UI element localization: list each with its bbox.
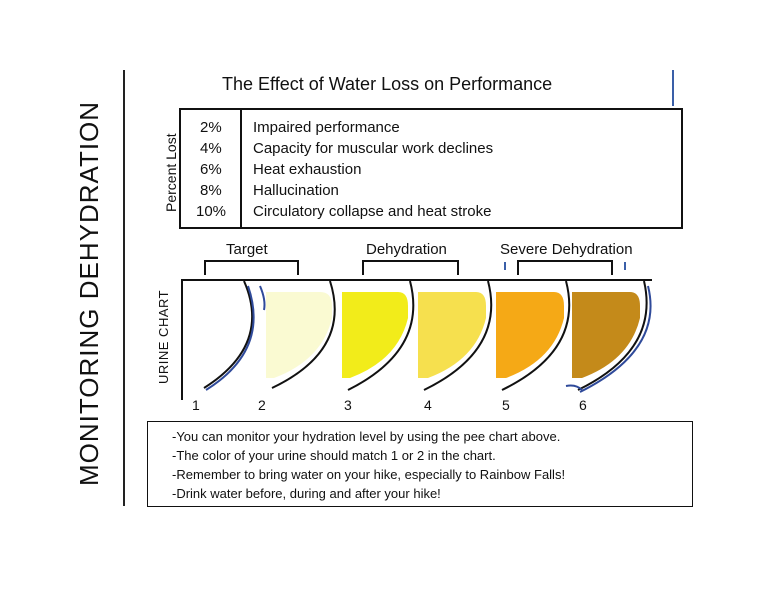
target-bracket xyxy=(204,260,299,275)
cup-shadows xyxy=(205,285,652,393)
top-right-accent-line xyxy=(672,70,674,106)
percent-cell: 8% xyxy=(200,182,222,199)
dehydration-label: Dehydration xyxy=(366,241,447,258)
percent-cell: 6% xyxy=(200,161,222,178)
water-loss-table xyxy=(179,108,683,229)
percent-cell: 4% xyxy=(200,140,222,157)
note-line: -Remember to bring water on your hike, e… xyxy=(172,467,566,482)
effect-cell: Capacity for muscular work declines xyxy=(253,140,494,157)
notes-box xyxy=(147,421,693,507)
note-line: -The color of your urine should match 1 … xyxy=(172,448,496,463)
urine-chart-label: URINE CHART xyxy=(156,289,171,384)
dehydration-bracket xyxy=(362,260,459,275)
percent-cell: 10% xyxy=(196,203,227,220)
effect-cell: Hallucination xyxy=(253,182,339,199)
swatch-2-fill xyxy=(266,292,332,378)
target-label: Target xyxy=(226,241,268,258)
cup-edges xyxy=(203,280,648,391)
swatch-3-fill xyxy=(342,292,408,378)
swatch-number: 4 xyxy=(424,397,432,413)
swatch-5-fill xyxy=(496,292,564,378)
swatch-4-fill xyxy=(418,292,486,378)
swatch-number: 5 xyxy=(502,397,510,413)
effect-cell: Heat exhaustion xyxy=(253,161,362,178)
chart-outline xyxy=(181,279,652,400)
note-line: -You can monitor your hydration level by… xyxy=(172,429,561,444)
percent-cell: 2% xyxy=(200,119,222,136)
effect-cell: Impaired performance xyxy=(253,119,400,136)
main-title: The Effect of Water Loss on Performance xyxy=(222,74,553,94)
note-line: -Drink water before, during and after yo… xyxy=(172,486,441,501)
swatch-6-fill xyxy=(572,292,640,378)
swatch-number: 3 xyxy=(344,397,352,413)
table-divider xyxy=(240,110,242,227)
severe-bracket xyxy=(517,260,613,275)
swatch-number: 1 xyxy=(192,397,200,413)
swatch-number: 6 xyxy=(579,397,587,413)
swatch-number: 2 xyxy=(258,397,266,413)
severe-dehydration-label: Severe Dehydration xyxy=(500,241,633,258)
effect-cell: Circulatory collapse and heat stroke xyxy=(253,203,492,220)
severe-bracket-accent xyxy=(504,262,626,270)
side-divider-line xyxy=(123,70,125,506)
